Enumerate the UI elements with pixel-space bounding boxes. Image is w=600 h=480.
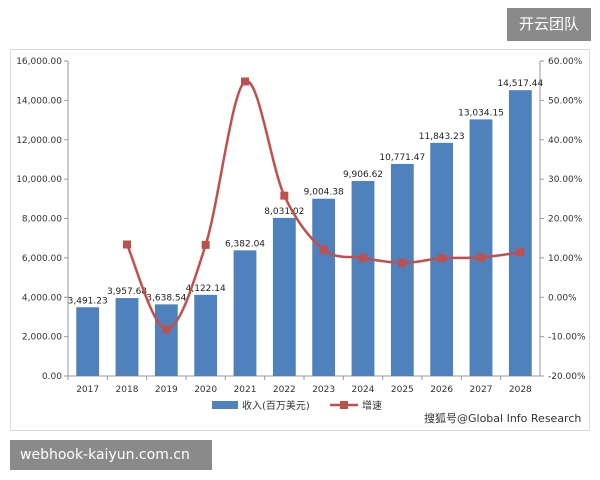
x-tick-label: 2023 [312, 385, 335, 395]
left-tick-label: 4,000.00 [22, 293, 62, 303]
left-tick-label: 16,000.00 [16, 57, 62, 67]
x-tick-label: 2019 [155, 385, 178, 395]
x-tick-label: 2025 [391, 385, 414, 395]
revenue-data-label: 9,004.38 [304, 188, 344, 198]
revenue-data-label: 11,843.23 [419, 132, 465, 142]
legend-growth-marker [340, 401, 348, 409]
growth-marker [516, 248, 525, 257]
x-tick-label: 2020 [194, 385, 217, 395]
left-tick-label: 8,000.00 [22, 215, 62, 225]
left-tick-label: 2,000.00 [22, 333, 62, 343]
x-tick-label: 2022 [273, 385, 296, 395]
x-tick-label: 2017 [76, 385, 99, 395]
growth-marker [398, 258, 407, 267]
growth-marker [437, 254, 446, 263]
right-tick-label: -10.00% [548, 333, 586, 343]
growth-marker [241, 77, 249, 86]
left-tick-label: 14,000.00 [16, 96, 62, 106]
right-tick-label: 30.00% [548, 175, 583, 185]
growth-marker [162, 325, 171, 334]
right-tick-label: 0.00% [548, 293, 577, 303]
legend-revenue-label: 收入(百万美元) [242, 399, 310, 412]
right-tick-label: -20.00% [548, 372, 586, 382]
revenue-data-label: 13,034.15 [458, 108, 504, 118]
growth-marker [477, 253, 485, 262]
chart-frame [10, 49, 590, 431]
sohu-watermark: 搜狐号@Global Info Research [424, 412, 582, 425]
right-tick-label: 50.00% [548, 96, 583, 106]
right-tick-label: 20.00% [548, 215, 583, 225]
growth-marker [319, 245, 328, 254]
growth-marker [201, 240, 210, 249]
x-tick-label: 2027 [470, 385, 493, 395]
revenue-data-label: 6,382.04 [225, 239, 265, 249]
x-tick-label: 2021 [234, 385, 257, 395]
left-tick-label: 0.00 [42, 372, 62, 382]
x-tick-label: 2028 [509, 385, 532, 395]
revenue-bar [154, 304, 178, 376]
growth-marker [359, 253, 367, 262]
revenue-bar [76, 307, 100, 376]
revenue-bar [272, 217, 296, 376]
right-tick-label: 40.00% [548, 136, 583, 146]
left-tick-label: 6,000.00 [22, 254, 62, 264]
growth-marker [123, 240, 131, 249]
revenue-bar [390, 163, 414, 376]
revenue-data-label: 3,638.54 [146, 293, 186, 303]
revenue-bar [233, 250, 257, 376]
right-tick-label: 60.00% [548, 57, 583, 67]
revenue-data-label: 3,491.23 [68, 296, 108, 306]
growth-marker [280, 191, 289, 200]
revenue-data-label: 4,122.14 [186, 284, 226, 294]
left-tick-label: 12,000.00 [16, 136, 62, 146]
x-tick-label: 2018 [116, 385, 139, 395]
revenue-bar [508, 90, 532, 376]
revenue-bar [351, 180, 375, 376]
revenue-bar [312, 198, 336, 376]
revenue-data-label: 9,906.62 [343, 170, 383, 180]
left-tick-label: 10,000.00 [16, 175, 62, 185]
revenue-data-label: 3,957.68 [107, 287, 147, 297]
legend-growth-label: 增速 [362, 399, 382, 412]
x-tick-label: 2024 [352, 385, 375, 395]
x-tick-label: 2026 [430, 385, 453, 395]
revenue-data-label: 8,031.02 [264, 207, 304, 217]
revenue-data-label: 10,771.47 [379, 153, 425, 163]
revenue-bar [194, 294, 218, 376]
url-watermark: webhook-kaiyun.com.cn [10, 440, 212, 470]
legend-revenue-swatch [212, 401, 238, 409]
revenue-bar [115, 298, 139, 376]
team-badge: 开云团队 [507, 8, 591, 41]
right-tick-label: 10.00% [548, 254, 583, 264]
revenue-data-label: 14,517.44 [497, 79, 543, 89]
revenue-bar [469, 119, 493, 377]
